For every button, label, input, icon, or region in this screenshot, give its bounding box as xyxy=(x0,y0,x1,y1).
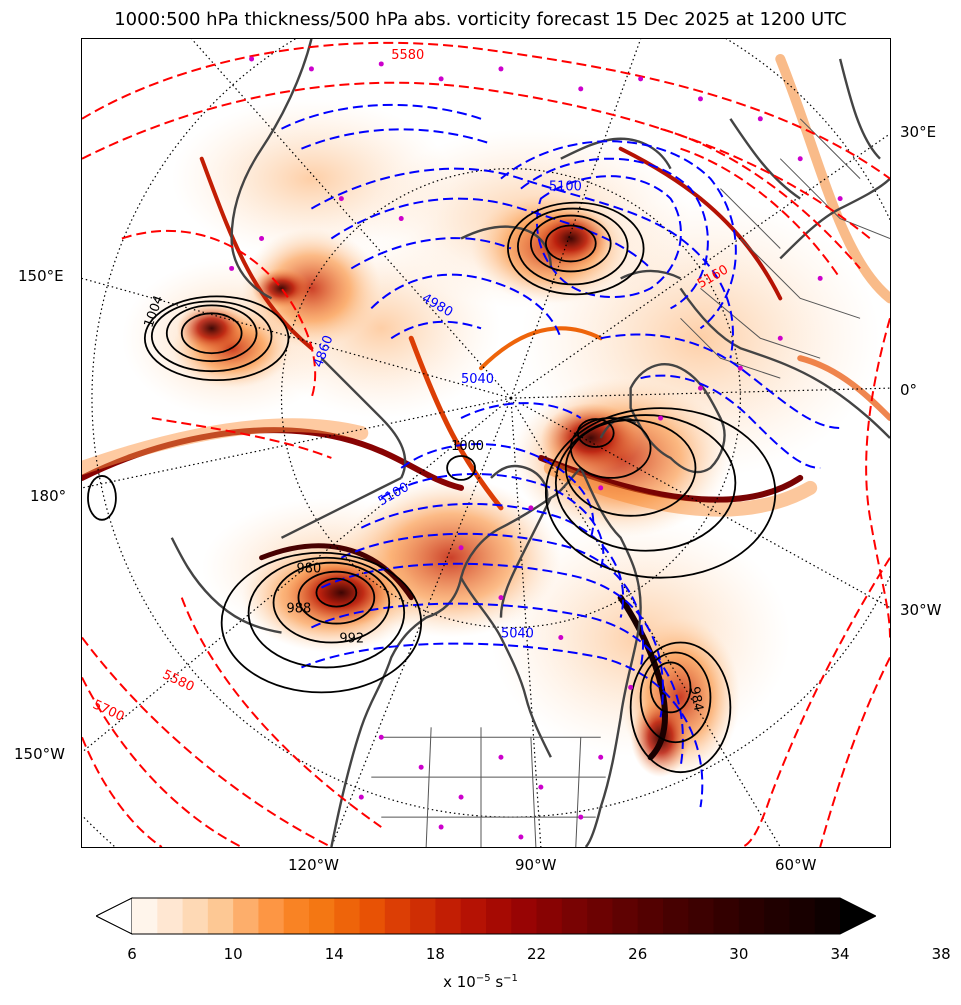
colorbar-swatch xyxy=(334,898,361,934)
colorbar-tick-label: 14 xyxy=(324,945,344,963)
lon-label-30w: 30°W xyxy=(900,601,942,619)
unit-seconds: s xyxy=(490,973,504,991)
colorbar-swatch xyxy=(561,898,588,934)
colorbar-swatch xyxy=(612,898,639,934)
graticule xyxy=(82,39,890,847)
thickness-label-5040-south: 5040 xyxy=(501,627,534,642)
colorbar-tick-label: 34 xyxy=(830,945,850,963)
colorbar-swatch xyxy=(789,898,816,934)
colorbar-tick-label: 38 xyxy=(931,945,951,963)
colorbar-extend-min xyxy=(96,897,133,935)
colorbar-unit-label: x 10−5 s−1 xyxy=(0,970,961,991)
colorbar-extend-max xyxy=(840,898,876,934)
pressure-contours xyxy=(87,201,777,774)
lon-label-0: 0° xyxy=(900,381,918,399)
thickness-label-5040: 5040 xyxy=(461,372,494,387)
pressure-label-992: 992 xyxy=(339,632,364,647)
colorbar-swatch xyxy=(486,898,512,934)
colorbar-swatch xyxy=(713,898,740,934)
lon-label-60w: 60°W xyxy=(775,856,817,874)
colorbar-swatch xyxy=(738,898,765,934)
colorbar-swatch xyxy=(460,898,487,934)
thickness-warm-contours xyxy=(82,41,890,847)
colorbar-tick-label: 30 xyxy=(729,945,749,963)
colorbar xyxy=(96,896,876,936)
colorbar-swatch xyxy=(283,898,310,934)
lon-label-150w: 150°W xyxy=(14,745,65,763)
colorbar-ticks: 6 10 14 18 22 26 30 34 38 xyxy=(96,945,950,965)
vorticity-shading xyxy=(121,98,881,778)
colorbar-swatch xyxy=(511,898,538,934)
colorbar-svg xyxy=(96,897,876,935)
map-svg: 5580 5700 5100 4980 4860 5040 5100 5040 … xyxy=(82,39,890,847)
lon-label-150e: 150°E xyxy=(18,267,64,285)
colorbar-swatch xyxy=(207,898,234,934)
colorbar-swatch xyxy=(637,898,664,934)
colorbar-swatch xyxy=(587,898,613,934)
colorbar-swatch xyxy=(359,898,386,934)
lon-label-120w: 120°W xyxy=(288,856,339,874)
colorbar-swatch xyxy=(182,898,209,934)
thickness-label-5580: 5580 xyxy=(160,667,196,695)
colorbar-swatch xyxy=(663,898,689,934)
colorbar-swatch xyxy=(132,898,158,934)
pressure-label-1000: 1000 xyxy=(451,439,484,454)
colorbar-tick-label: 18 xyxy=(425,945,445,963)
colorbar-swatch xyxy=(764,898,790,934)
unit-exponent-2: −1 xyxy=(503,973,518,984)
pressure-label-980: 980 xyxy=(296,562,321,577)
pressure-label-984: 984 xyxy=(687,685,706,712)
colorbar-swatch xyxy=(435,898,462,934)
colorbar-swatch xyxy=(384,898,411,934)
colorbar-swatch xyxy=(157,898,184,934)
thickness-label-5700: 5700 xyxy=(90,697,126,725)
colorbar-swatch xyxy=(233,898,259,934)
chart-title: 1000:500 hPa thickness/500 hPa abs. vort… xyxy=(114,9,847,30)
thickness-label-5100-north: 5100 xyxy=(549,180,582,195)
colorbar-swatch xyxy=(258,898,285,934)
colorbar-tick-label: 10 xyxy=(223,945,243,963)
coastlines xyxy=(170,39,890,847)
lon-label-180: 180° xyxy=(30,487,67,505)
unit-prefix: x 10 xyxy=(443,973,476,991)
colorbar-swatch xyxy=(688,898,715,934)
unit-exponent-1: −5 xyxy=(475,973,491,984)
pressure-label-988: 988 xyxy=(286,602,311,617)
colorbar-tick-label: 26 xyxy=(628,945,648,963)
thickness-cold-contours xyxy=(281,103,841,808)
map-panel: 5580 5700 5100 4980 4860 5040 5100 5040 … xyxy=(81,38,891,848)
colorbar-swatch xyxy=(309,898,335,934)
lon-label-90w: 90°W xyxy=(515,856,557,874)
colorbar-swatch xyxy=(410,898,436,934)
thickness-label-5580-north: 5580 xyxy=(391,48,424,63)
borders xyxy=(371,118,890,847)
colorbar-swatch xyxy=(814,898,841,934)
vorticity-filaments xyxy=(82,53,890,761)
colorbar-swatch xyxy=(536,898,563,934)
lon-label-30e: 30°E xyxy=(900,123,937,141)
colorbar-outline xyxy=(96,897,876,935)
colorbar-tick-label: 22 xyxy=(527,945,547,963)
station-markers xyxy=(229,56,843,840)
colorbar-tick-label: 6 xyxy=(127,945,137,963)
